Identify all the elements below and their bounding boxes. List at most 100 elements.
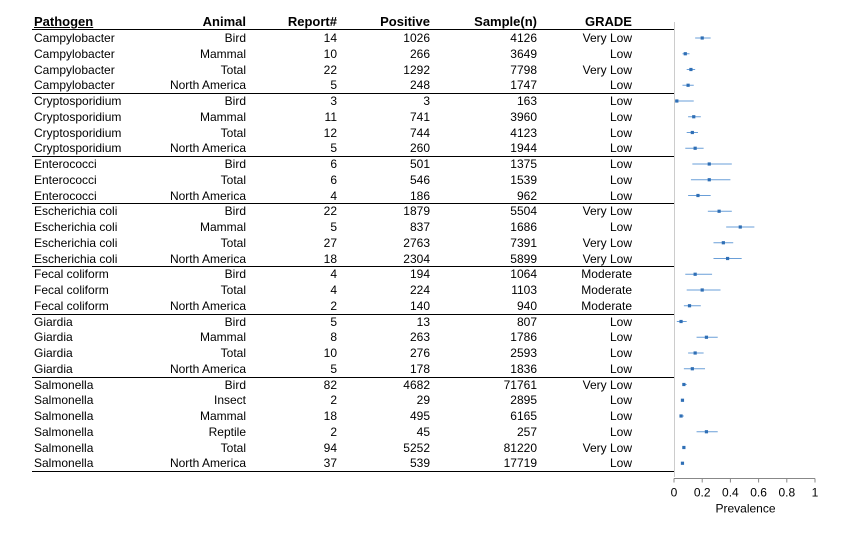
point-marker [679, 414, 683, 418]
cell-positive: 140 [409, 298, 430, 313]
cell-sample: 81220 [503, 440, 537, 455]
cell-pathogen: Escherichia coli [34, 204, 118, 219]
cell-grade: Low [609, 109, 632, 124]
cell-reports: 18 [323, 251, 337, 266]
cell-pathogen: Cryptosporidium [34, 94, 122, 108]
cell-grade: Low [609, 157, 632, 171]
cell-positive: 194 [409, 267, 430, 282]
cell-sample: 1064 [510, 267, 537, 282]
x-tick-label: 1 [812, 486, 819, 500]
cell-pathogen: Fecal coliform [34, 283, 109, 297]
cell-positive: 260 [409, 141, 430, 156]
cell-positive: 4682 [403, 377, 430, 392]
cell-sample: 2895 [510, 393, 537, 408]
cell-grade: Low [609, 361, 632, 376]
x-axis: 0 0.2 0.4 0.6 0.8 1 Prevalence [671, 22, 819, 516]
cell-animal: Total [220, 440, 246, 455]
cell-grade: Low [609, 314, 632, 329]
cell-sample: 2593 [510, 346, 537, 360]
cell-sample: 1686 [510, 220, 537, 234]
point-marker [700, 288, 704, 292]
cell-grade: Moderate [581, 283, 632, 297]
point-marker [707, 178, 711, 182]
cell-sample: 1944 [510, 141, 537, 156]
point-marker [738, 225, 742, 229]
cell-grade: Very Low [582, 251, 632, 266]
cell-reports: 37 [323, 456, 337, 471]
cell-pathogen: Enterococci [34, 172, 97, 187]
cell-pathogen: Salmonella [34, 440, 94, 455]
point-marker [693, 146, 697, 150]
x-tick-label: 0.8 [778, 486, 795, 500]
header-grade: GRADE [585, 14, 632, 29]
cell-pathogen: Salmonella [34, 377, 94, 392]
cell-animal: Total [220, 283, 246, 297]
point-marker [693, 272, 697, 276]
cell-grade: Low [609, 330, 632, 345]
cell-animal: North America [169, 456, 246, 471]
cell-pathogen: Escherichia coli [34, 220, 118, 234]
point-marker [680, 461, 685, 465]
cell-reports: 4 [330, 283, 337, 297]
cell-pathogen: Giardia [34, 314, 73, 329]
cell-positive: 1879 [403, 204, 430, 219]
cell-animal: North America [169, 361, 246, 376]
cell-positive: 224 [409, 283, 430, 297]
point-marker [704, 430, 709, 434]
cell-positive: 13 [416, 314, 430, 329]
cell-sample: 5504 [510, 204, 537, 219]
cell-grade: Very Low [582, 204, 632, 219]
cell-grade: Very Low [582, 440, 632, 455]
cell-animal: Mammal [199, 46, 246, 61]
cell-sample: 7798 [510, 62, 537, 77]
cell-animal: Mammal [199, 109, 246, 124]
header-report: Report# [287, 14, 337, 29]
cell-animal: Total [220, 346, 246, 360]
cell-pathogen: Campylobacter [34, 78, 115, 93]
cell-pathogen: Salmonella [34, 424, 94, 439]
cell-reports: 5 [330, 141, 337, 156]
cell-pathogen: Giardia [34, 330, 73, 345]
cell-grade: Low [609, 456, 632, 471]
cell-reports: 18 [323, 409, 337, 423]
cell-animal: Bird [224, 314, 246, 329]
cell-reports: 5 [330, 314, 337, 329]
cell-positive: 501 [409, 157, 430, 171]
cell-animal: Total [220, 235, 246, 250]
point-marker [680, 398, 685, 402]
point-marker [675, 99, 679, 103]
cell-reports: 22 [323, 62, 337, 77]
cell-animal: Reptile [208, 424, 246, 439]
point-marker [725, 256, 730, 261]
cell-positive: 539 [409, 456, 430, 471]
point-marker [687, 304, 692, 308]
cell-animal: Bird [224, 94, 246, 108]
header-animal: Animal [202, 14, 246, 29]
cell-positive: 837 [409, 220, 430, 234]
cell-positive: 45 [416, 424, 430, 439]
header-positive: Positive [380, 14, 430, 29]
cell-sample: 4126 [510, 31, 537, 45]
cell-positive: 1026 [403, 31, 430, 45]
cell-positive: 276 [409, 346, 430, 360]
point-marker [704, 335, 709, 339]
cell-pathogen: Giardia [34, 361, 73, 376]
point-marker [679, 319, 683, 324]
cell-animal: North America [169, 188, 246, 203]
cell-pathogen: Campylobacter [34, 31, 115, 45]
cell-pathogen: Campylobacter [34, 62, 115, 77]
cell-sample: 3960 [510, 109, 537, 124]
cell-reports: 22 [323, 204, 337, 219]
cell-grade: Very Low [582, 377, 632, 392]
cell-grade: Low [609, 393, 632, 408]
cell-grade: Moderate [581, 267, 632, 282]
cell-sample: 17719 [503, 456, 537, 471]
cell-grade: Low [609, 188, 632, 203]
cell-pathogen: Cryptosporidium [34, 125, 122, 140]
cell-grade: Low [609, 46, 632, 61]
cell-animal: Bird [224, 157, 246, 171]
cell-grade: Very Low [582, 31, 632, 45]
cell-grade: Moderate [581, 298, 632, 313]
cell-sample: 3649 [510, 46, 537, 61]
cell-reports: 10 [323, 346, 337, 360]
